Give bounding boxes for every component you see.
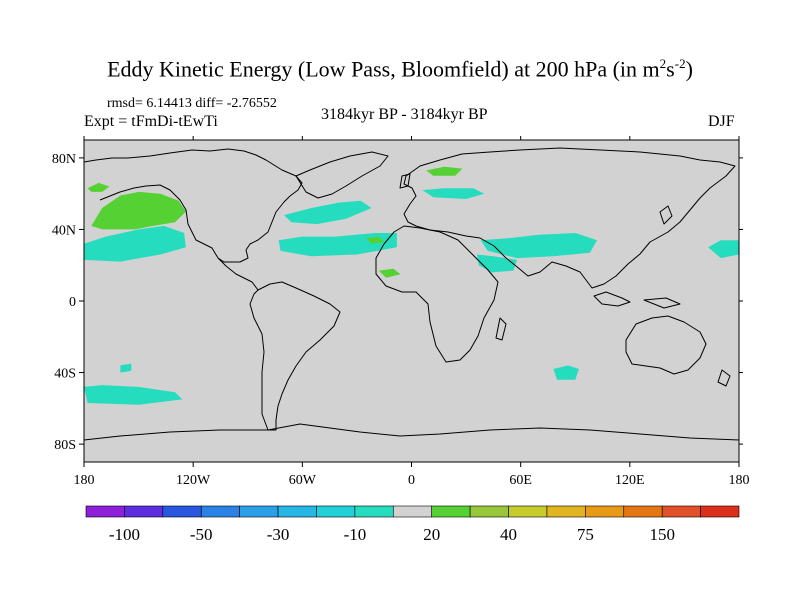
colorbar-label: -100 xyxy=(109,525,140,544)
colorbar-swatch xyxy=(700,505,740,518)
coast-africa xyxy=(375,225,499,363)
coast-new-guinea xyxy=(643,297,681,309)
colorbar-swatch xyxy=(623,505,663,518)
world-map: 180 120W 60W 0 60E 120E 180 80N 40N 0 40S 80S xyxy=(52,136,750,488)
coast-japan xyxy=(659,205,673,225)
coast-australia xyxy=(625,315,707,375)
region-north-atlantic-negative xyxy=(284,200,372,225)
colorbar-label: -50 xyxy=(190,525,213,544)
colorbar-swatch xyxy=(124,505,164,518)
colorbar-swatch xyxy=(546,505,586,518)
colorbar-swatch xyxy=(585,505,625,518)
colorbar-swatch xyxy=(392,505,433,518)
rmsd-diff-stats: rmsd= 6.14413 diff= -2.76552 xyxy=(107,96,277,111)
region-south-atlantic-negative xyxy=(120,363,132,373)
colorbar: -100 -50 -30 -10 20 40 75 150 xyxy=(85,505,740,544)
region-north-pacific-positive xyxy=(91,191,186,230)
y-tick-label: 80N xyxy=(52,152,76,167)
y-tick-label: 0 xyxy=(69,295,76,310)
coast-south-america xyxy=(249,281,341,431)
coast-eurasia xyxy=(403,147,736,289)
colorbar-swatch xyxy=(277,505,317,518)
y-tick-label: 40N xyxy=(52,223,76,238)
coast-north-america xyxy=(83,148,303,263)
coast-uk xyxy=(399,173,411,189)
x-tick-label: 120W xyxy=(176,473,211,488)
experiment-label: Expt = tFmDi-tEwTi xyxy=(84,113,218,130)
period-label: 3184kyr BP - 3184kyr BP xyxy=(321,106,488,123)
x-tick-label: 180 xyxy=(74,473,95,488)
region-mid-atlantic-positive xyxy=(366,236,385,244)
colorbar-label: 150 xyxy=(649,525,675,544)
region-indian-ocean-negative xyxy=(553,365,579,380)
region-north-africa-positive xyxy=(378,268,401,278)
region-asia-negative xyxy=(480,233,598,259)
colorbar-label: -30 xyxy=(267,525,290,544)
x-tick-label: 120E xyxy=(615,473,645,488)
y-tick-label: 80S xyxy=(54,438,76,453)
colorbar-swatch xyxy=(239,505,279,518)
coast-indonesia xyxy=(593,291,631,307)
chart-title: Eddy Kinetic Energy (Low Pass, Bloomfiel… xyxy=(107,56,693,82)
season-label: DJF xyxy=(708,113,735,130)
colorbar-swatch xyxy=(354,505,394,518)
colorbar-swatch xyxy=(200,505,240,518)
coast-new-zealand xyxy=(717,369,731,387)
x-tick-label: 60E xyxy=(509,473,532,488)
region-europe-negative xyxy=(422,188,485,199)
y-tick-label: 40S xyxy=(54,367,76,382)
colorbar-label: -10 xyxy=(344,525,367,544)
colorbar-swatch xyxy=(469,505,509,518)
colorbar-swatch xyxy=(508,505,548,518)
map-axis: 180 120W 60W 0 60E 120E 180 80N 40N 0 40S 80S xyxy=(52,136,750,488)
region-pacific-east-negative xyxy=(708,240,739,259)
colorbar-label: 40 xyxy=(500,525,517,544)
colorbar-label: 20 xyxy=(423,525,440,544)
x-tick-label: 0 xyxy=(408,473,415,488)
colorbar-label: 75 xyxy=(577,525,594,544)
anomaly-regions xyxy=(84,166,739,405)
region-bering-positive xyxy=(87,182,110,192)
region-south-pacific-negative xyxy=(84,385,183,405)
colorbar-swatch xyxy=(431,505,471,518)
colorbar-swatch xyxy=(85,505,125,518)
coast-madagascar xyxy=(495,317,507,341)
coastlines xyxy=(83,147,740,441)
region-north-pacific-negative xyxy=(84,225,186,262)
x-tick-label: 180 xyxy=(729,473,750,488)
x-tick-label: 60W xyxy=(289,473,317,488)
coast-central-america xyxy=(217,257,259,291)
colorbar-swatch xyxy=(316,505,356,518)
colorbar-swatch xyxy=(661,505,701,518)
coast-greenland xyxy=(295,151,389,199)
colorbar-swatch xyxy=(162,505,202,518)
map-background xyxy=(84,140,739,462)
region-arctic-positive xyxy=(426,166,463,176)
coast-antarctica xyxy=(83,423,740,441)
